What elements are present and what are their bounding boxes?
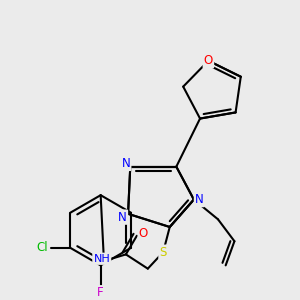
Text: NH: NH — [93, 254, 110, 264]
Text: O: O — [204, 54, 213, 67]
Text: S: S — [160, 246, 167, 259]
Text: N: N — [122, 157, 130, 170]
Text: N: N — [195, 193, 204, 206]
Text: Cl: Cl — [36, 241, 48, 254]
Text: N: N — [118, 211, 127, 224]
Text: F: F — [97, 286, 104, 299]
Text: O: O — [139, 227, 148, 240]
